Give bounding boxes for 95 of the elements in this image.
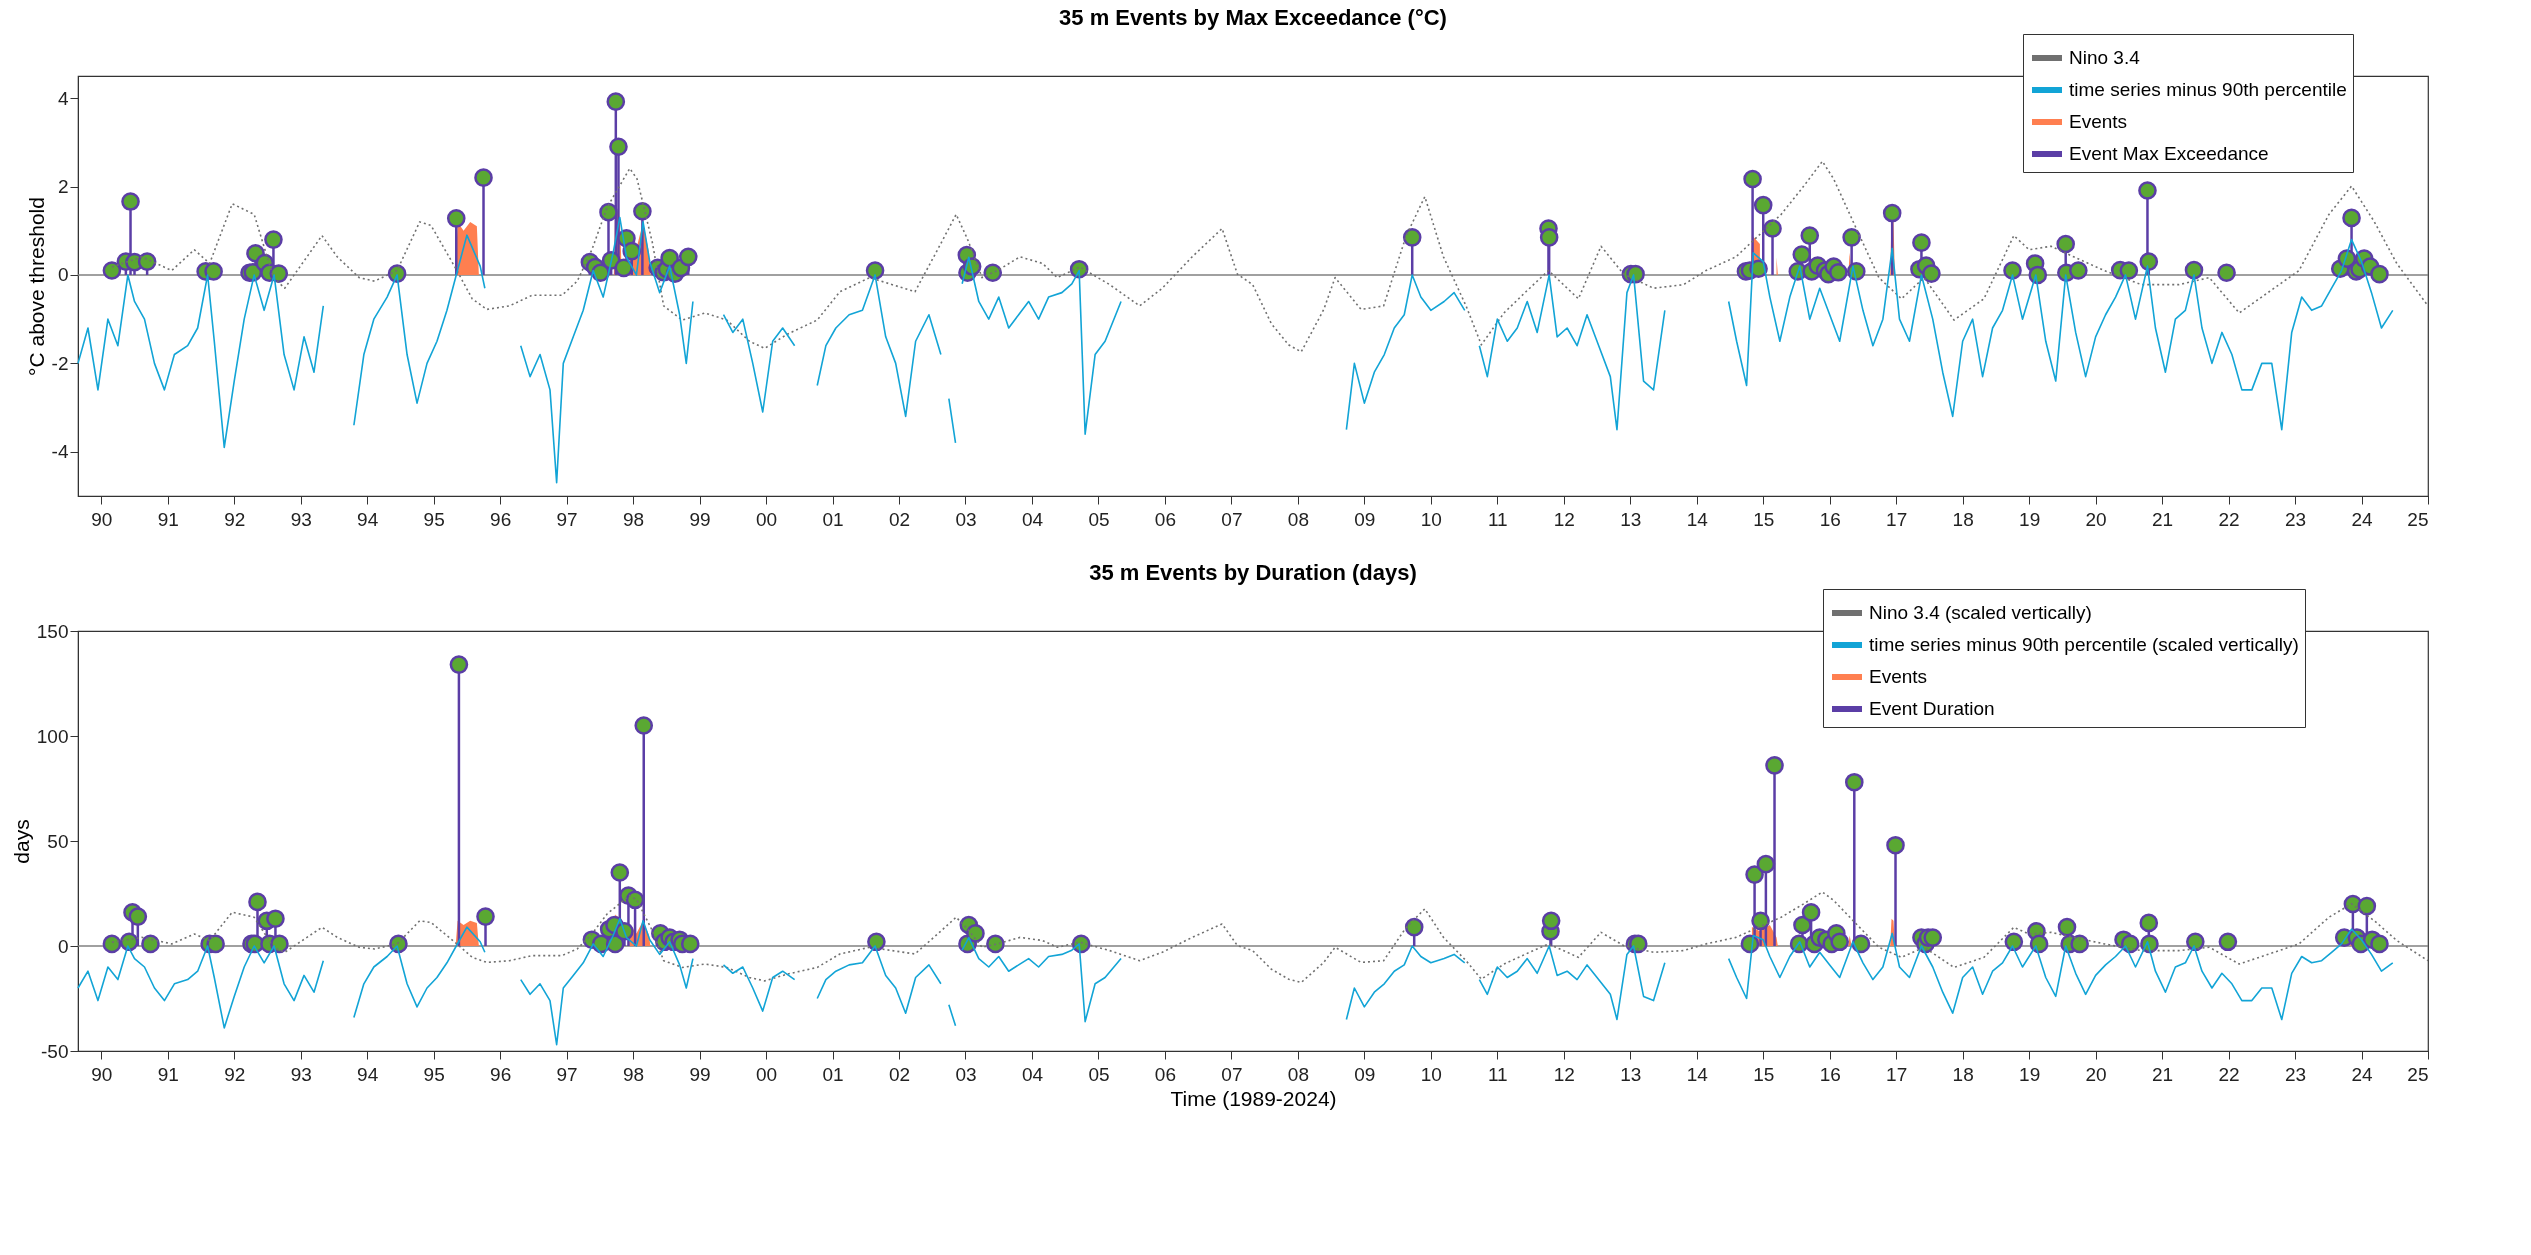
x-tick-label: 95 — [423, 1063, 445, 1085]
x-tick-label: 96 — [490, 508, 512, 530]
x-tick-label: 24 — [2351, 508, 2374, 530]
x-tick-label: 16 — [1819, 1063, 1841, 1085]
x-tick-label: 90 — [91, 1063, 113, 1085]
x-tick-label: 92 — [224, 1063, 246, 1085]
x-tick-label: 04 — [1021, 508, 1044, 530]
x-tick-label: 94 — [357, 508, 379, 530]
x-tick-label: 97 — [556, 1063, 578, 1085]
x-tick-label: 08 — [1287, 1063, 1309, 1085]
x-tick-label: 17 — [1886, 1063, 1908, 1085]
y-tick-label: -2 — [51, 352, 69, 374]
x-tick-label: 21 — [2152, 508, 2174, 530]
x-tick-label: 15 — [1753, 1063, 1775, 1085]
x-tick-label: 91 — [157, 1063, 179, 1085]
y-tick-label: 0 — [57, 935, 69, 957]
chart-title: 35 m Events by Duration (days) — [1089, 559, 1417, 585]
x-tick-label: 03 — [955, 1063, 977, 1085]
x-tick-label: 11 — [1487, 508, 1508, 530]
x-tick-label: 20 — [2085, 508, 2107, 530]
y-tick-label: 150 — [36, 620, 69, 642]
y-tick-label: 4 — [57, 87, 69, 109]
x-tick-label: 98 — [623, 1063, 645, 1085]
x-tick-label: 94 — [357, 1063, 379, 1085]
y-tick-label: 2 — [57, 176, 69, 198]
x-tick-label: 24 — [2351, 1063, 2374, 1085]
y-tick-label: -4 — [51, 441, 69, 463]
x-tick-label: 93 — [290, 508, 312, 530]
x-tick-label: 19 — [2019, 508, 2041, 530]
x-tick-label: 99 — [689, 1063, 711, 1085]
x-tick-label: 19 — [2019, 1063, 2041, 1085]
x-tick-label: 18 — [1952, 508, 1974, 530]
x-tick-label: 01 — [822, 508, 844, 530]
x-tick-label: 92 — [224, 508, 246, 530]
x-tick-label: 12 — [1553, 1063, 1575, 1085]
x-tick-label: 07 — [1221, 508, 1243, 530]
y-axis-title: days — [9, 819, 33, 864]
y-tick-label: -50 — [41, 1040, 69, 1062]
x-tick-label: 13 — [1620, 1063, 1642, 1085]
legend-label: Nino 3.4 — [2069, 47, 2141, 68]
x-tick-label: 22 — [2218, 508, 2240, 530]
x-tick-label: 25 — [2407, 508, 2429, 530]
x-tick-label: 16 — [1819, 508, 1841, 530]
x-tick-label: 18 — [1952, 1063, 1974, 1085]
legend-label: time series minus 90th percentile (scaled vertically) — [1869, 634, 2299, 655]
x-tick-label: 05 — [1088, 508, 1110, 530]
x-tick-label: 02 — [888, 1063, 911, 1085]
x-tick-label: 25 — [2407, 1063, 2429, 1085]
x-tick-label: 11 — [1487, 1063, 1508, 1085]
x-tick-label: 04 — [1021, 1063, 1044, 1085]
x-tick-label: 90 — [91, 508, 113, 530]
x-tick-label: 14 — [1686, 1063, 1709, 1085]
x-tick-label: 05 — [1088, 1063, 1110, 1085]
x-tick-label: 97 — [556, 508, 578, 530]
x-tick-label: 98 — [623, 508, 645, 530]
y-tick-label: 50 — [47, 830, 69, 852]
x-tick-label: 10 — [1420, 1063, 1442, 1085]
x-tick-label: 03 — [955, 508, 977, 530]
legend-label: time series minus 90th percentile — [2069, 79, 2347, 100]
legend-label: Nino 3.4 (scaled vertically) — [1869, 602, 2092, 623]
x-tick-label: 09 — [1354, 1063, 1376, 1085]
y-tick-label: 100 — [36, 725, 69, 747]
x-tick-label: 08 — [1287, 508, 1309, 530]
x-tick-label: 23 — [2284, 508, 2307, 530]
x-tick-label: 06 — [1154, 508, 1176, 530]
x-tick-label: 10 — [1420, 508, 1442, 530]
x-tick-label: 23 — [2284, 1063, 2307, 1085]
y-axis-title: °C above threshold — [24, 197, 48, 376]
x-tick-label: 12 — [1553, 508, 1575, 530]
x-tick-label: 06 — [1154, 1063, 1176, 1085]
legend-label: Events — [1869, 666, 1928, 687]
x-tick-label: 14 — [1686, 508, 1709, 530]
x-tick-label: 95 — [423, 508, 445, 530]
x-tick-label: 20 — [2085, 1063, 2107, 1085]
x-tick-label: 96 — [490, 1063, 512, 1085]
x-tick-label: 09 — [1354, 508, 1376, 530]
legend-label: Events — [2069, 111, 2128, 132]
x-tick-label: 15 — [1753, 508, 1775, 530]
y-tick-label: 0 — [57, 264, 69, 286]
x-tick-label: 93 — [290, 1063, 312, 1085]
x-tick-label: 00 — [755, 508, 778, 530]
x-tick-label: 99 — [689, 508, 711, 530]
x-tick-label: 01 — [822, 1063, 844, 1085]
legend-label: Event Max Exceedance — [2069, 143, 2269, 164]
x-tick-label: 17 — [1886, 508, 1908, 530]
x-tick-label: 07 — [1221, 1063, 1243, 1085]
x-tick-label: 00 — [755, 1063, 778, 1085]
x-tick-label: 21 — [2152, 1063, 2174, 1085]
x-tick-label: 91 — [157, 508, 179, 530]
x-tick-label: 22 — [2218, 1063, 2240, 1085]
chart-title: 35 m Events by Max Exceedance (°C) — [1059, 4, 1447, 30]
x-axis-title: Time (1989-2024) — [1170, 1086, 1337, 1110]
legend-label: Event Duration — [1869, 698, 1995, 719]
x-tick-label: 13 — [1620, 508, 1642, 530]
x-tick-label: 02 — [888, 508, 911, 530]
